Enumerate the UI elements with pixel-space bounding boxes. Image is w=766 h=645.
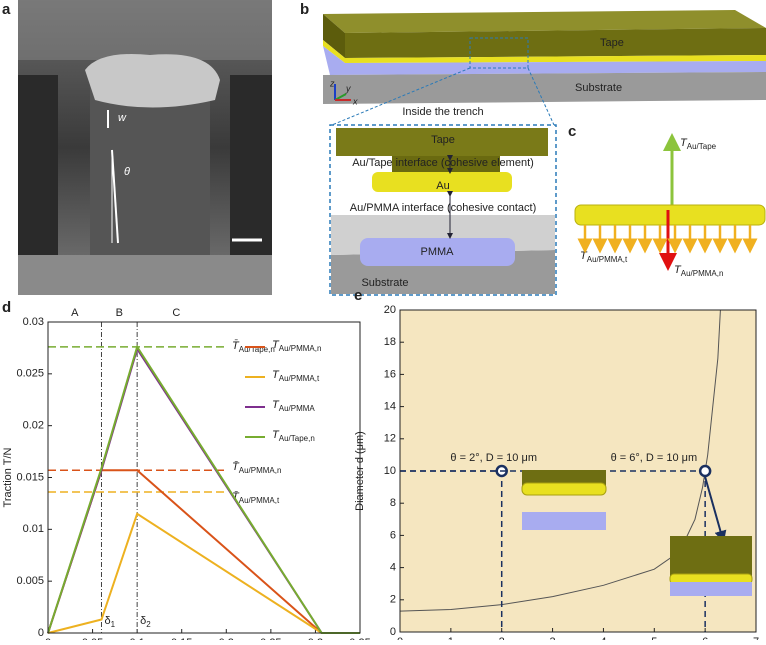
legend-label: TAu/PMMA,n: [272, 339, 321, 353]
inset-label: Tape: [431, 134, 455, 146]
reference-label: T̄Au/PMMA,t: [232, 490, 280, 505]
sem-trench: [230, 75, 272, 275]
w-label: w: [118, 112, 127, 124]
y-tick-label: 18: [384, 336, 396, 348]
tape-side: [323, 14, 345, 58]
y-tick-label: 0.015: [16, 471, 44, 483]
legend-label: TAu/PMMA,t: [272, 369, 320, 383]
reference-label: T̄Au/PMMA,n: [232, 460, 281, 475]
tape-label: Tape: [600, 37, 624, 49]
axis-label: z: [329, 78, 335, 88]
inset-tape: [670, 536, 752, 576]
force-label: TAu/Tape: [680, 137, 717, 151]
y-tick-label: 4: [390, 562, 396, 574]
substrate-label: Substrate: [575, 82, 622, 94]
series-line: [47, 344, 360, 634]
gold-layer: [323, 40, 766, 63]
x-tick-label: 7: [753, 636, 759, 640]
plot-frame: [47, 321, 361, 634]
inset-label: Au: [436, 180, 449, 192]
y-tick-label: 16: [384, 368, 396, 380]
force-label: TAu/PMMA,t: [580, 250, 628, 264]
y-tick-label: 14: [384, 401, 396, 413]
y-tick-label: 0.02: [23, 420, 44, 432]
sem-top: [18, 0, 272, 60]
y-tick-label: 20: [384, 304, 396, 316]
y-tick-label: 0: [38, 627, 44, 639]
inset-label: PMMA: [421, 246, 455, 258]
panel-label: b: [300, 1, 309, 18]
series-line: [47, 469, 360, 634]
y-tick-label: 0.03: [23, 316, 44, 328]
legend-label: TAu/Tape,n: [272, 429, 315, 443]
sem-trench: [18, 75, 58, 275]
inset-label: Au/PMMA interface (cohesive contact): [350, 202, 536, 214]
point-marker: [698, 464, 712, 478]
inset-title: Inside the trench: [402, 106, 483, 118]
inset-gold: [521, 482, 607, 496]
tape-top: [323, 10, 766, 33]
x-tick-label: 4: [600, 636, 606, 640]
x-tick-label: 5: [651, 636, 657, 640]
y-tick-label: 10: [384, 465, 396, 477]
reference-label: T̄Au/Tape,n: [232, 339, 275, 354]
arrow: [704, 476, 727, 543]
region-label: C: [172, 307, 180, 319]
vline-label: δ1: [104, 615, 115, 629]
panel-label: a: [2, 1, 11, 18]
panel-b: b Tape Substrate z y x Inside the trench…: [300, 1, 766, 296]
tape-front: [345, 28, 766, 58]
inset-label: Substrate: [361, 277, 408, 289]
x-tick-label: 1: [448, 636, 454, 640]
x-tick-label: 2: [499, 636, 505, 640]
y-tick-label: 0: [390, 626, 396, 638]
y-tick-label: 0.01: [23, 523, 44, 535]
inset-pmma: [360, 238, 515, 266]
substrate: [323, 72, 766, 104]
point-label: θ = 6°, D = 10 μm: [611, 452, 698, 464]
inset-pmma: [670, 582, 752, 596]
theta-line: [111, 149, 119, 244]
y-tick-label: 0.005: [16, 575, 44, 587]
sem-floor: [18, 255, 272, 295]
vline-label: δ2: [140, 615, 151, 629]
inset-tape: [336, 128, 548, 156]
axis-label: x: [352, 96, 358, 106]
zoom-line: [527, 67, 555, 126]
inset-tape-stem: [392, 156, 500, 172]
pmma-layer: [323, 46, 766, 75]
zoom-box: [469, 37, 529, 69]
y-tick-label: 0.025: [16, 368, 44, 380]
sem-cap: [85, 54, 220, 108]
y-tick-label: 2: [390, 594, 396, 606]
panel-label: d: [2, 299, 11, 316]
panel-a: a w θ: [2, 0, 272, 295]
theta-label: θ: [124, 166, 130, 178]
inset-pmma: [522, 512, 606, 530]
region-label: B: [116, 307, 123, 319]
y-tick-label: 12: [384, 433, 396, 445]
y-axis-label: Traction T/N: [2, 447, 14, 507]
panel-label: c: [568, 123, 576, 140]
inset-gold: [372, 172, 512, 192]
y-tick-label: 6: [390, 529, 396, 541]
region-label: A: [71, 307, 79, 319]
panel-c: c TAu/Tape TAu/PMMA,t TAu/PMMA,n: [568, 123, 766, 278]
x-tick-label: 0: [397, 636, 403, 640]
gold-plate: [574, 204, 766, 226]
x-tick-label: 3: [550, 636, 556, 640]
plot-frame: [399, 309, 757, 633]
x-tick-label: 6: [702, 636, 708, 640]
axis-label: y: [345, 83, 351, 93]
point-label: θ = 2°, D = 10 μm: [450, 452, 537, 464]
legend-label: TAu/PMMA: [272, 399, 315, 413]
series-line: [47, 512, 360, 634]
panel-label: e: [354, 287, 362, 304]
force-label: TAu/PMMA,n: [674, 264, 723, 278]
y-tick-label: 8: [390, 497, 396, 509]
inset-label: Au/Tape interface (cohesive element): [352, 157, 534, 169]
y-axis-label: Diameter d (μm): [354, 431, 366, 511]
